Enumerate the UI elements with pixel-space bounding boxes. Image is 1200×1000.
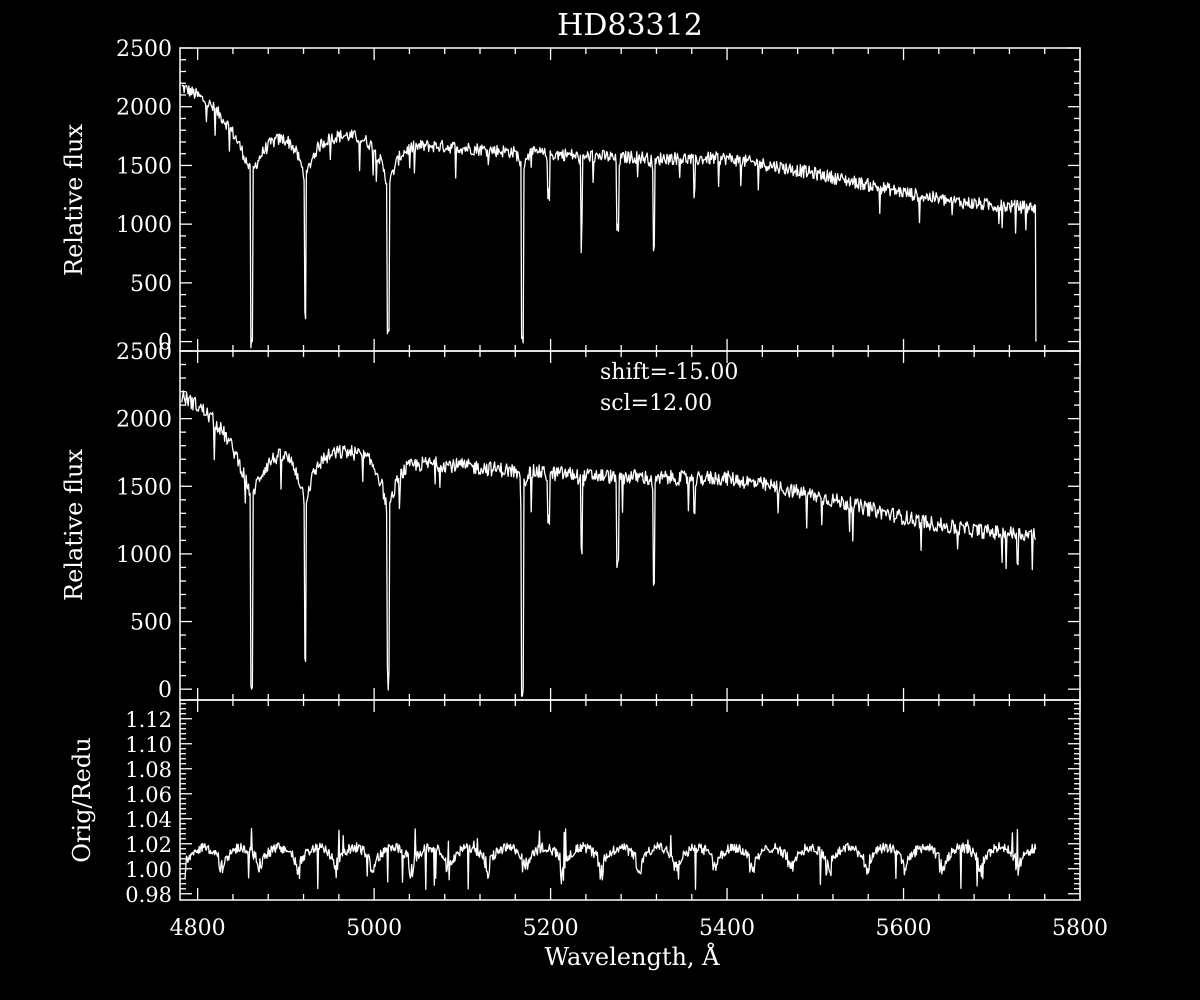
y-tick-label: 1.10 bbox=[125, 733, 172, 757]
y-tick-label: 500 bbox=[130, 611, 172, 636]
panel-bottom-ratio-line bbox=[184, 827, 1037, 891]
y-tick-label: 2000 bbox=[116, 96, 172, 121]
y-tick-label: 0 bbox=[158, 678, 172, 703]
panel-bottom-x-tick-labels: 4800 5000 5200 5400 5600 5800 bbox=[170, 916, 1108, 941]
x-tick-label: 5800 bbox=[1052, 916, 1108, 941]
y-tick-label: 2500 bbox=[116, 340, 172, 365]
y-tick-label: 1.08 bbox=[125, 758, 172, 782]
y-tick-label: 1.06 bbox=[125, 783, 172, 807]
x-tick-label: 5400 bbox=[699, 916, 755, 941]
y-tick-label: 500 bbox=[130, 272, 172, 297]
figure-title: HD83312 bbox=[557, 8, 703, 43]
y-tick-label: 1000 bbox=[116, 543, 172, 568]
x-tick-label: 5000 bbox=[346, 916, 402, 941]
panel-top-ticks bbox=[180, 47, 1081, 351]
panel-bottom-ylabel: Orig/Redu bbox=[68, 737, 96, 862]
x-tick-label: 4800 bbox=[170, 916, 226, 941]
panel-bottom: 0.981.001.021.041.061.081.101.12 4800 500… bbox=[68, 699, 1108, 971]
panel-top-spectrum-line bbox=[181, 84, 1037, 349]
panel-middle-ylabel: Relative flux bbox=[60, 449, 88, 601]
panel-middle-y-tick-labels: 0 500 1000 1500 2000 2500 bbox=[116, 340, 172, 703]
y-tick-label: 1.00 bbox=[125, 858, 172, 882]
y-tick-label: 0 bbox=[158, 331, 172, 356]
x-tick-label: 5200 bbox=[523, 916, 579, 941]
y-tick-label: 1.12 bbox=[125, 708, 172, 732]
panel-top-y-tick-labels: 0 500 1000 1500 2000 2500 bbox=[116, 37, 172, 356]
x-axis-label: Wavelength, Å bbox=[544, 942, 720, 971]
panel-bottom-frame bbox=[179, 699, 1081, 901]
panel-middle: 0 500 1000 1500 2000 2500 Relative flux shift… bbox=[60, 340, 1081, 703]
panel-middle-ticks bbox=[180, 350, 1081, 700]
annotation-scale: scl=12.00 bbox=[600, 391, 712, 416]
x-tick-label: 5600 bbox=[876, 916, 932, 941]
panel-middle-spectrum-line bbox=[181, 390, 1037, 697]
panel-bottom-y-tick-labels: 0.981.001.021.041.061.081.101.12 bbox=[125, 708, 172, 907]
annotation-shift: shift=-15.00 bbox=[600, 360, 738, 385]
panel-bottom-ticks bbox=[180, 700, 1081, 900]
y-tick-label: 1.02 bbox=[125, 833, 172, 857]
y-tick-label: 0.98 bbox=[125, 883, 172, 907]
y-tick-label: 1000 bbox=[116, 213, 172, 238]
y-tick-label: 1.04 bbox=[125, 808, 172, 832]
y-tick-label: 1500 bbox=[116, 475, 172, 500]
y-tick-label: 1500 bbox=[116, 154, 172, 179]
y-tick-label: 2500 bbox=[116, 37, 172, 62]
panel-top: 0 500 1000 1500 2000 2500 Relative flux bbox=[60, 37, 1081, 356]
panel-top-ylabel: Relative flux bbox=[60, 124, 88, 276]
y-tick-label: 2000 bbox=[116, 408, 172, 433]
